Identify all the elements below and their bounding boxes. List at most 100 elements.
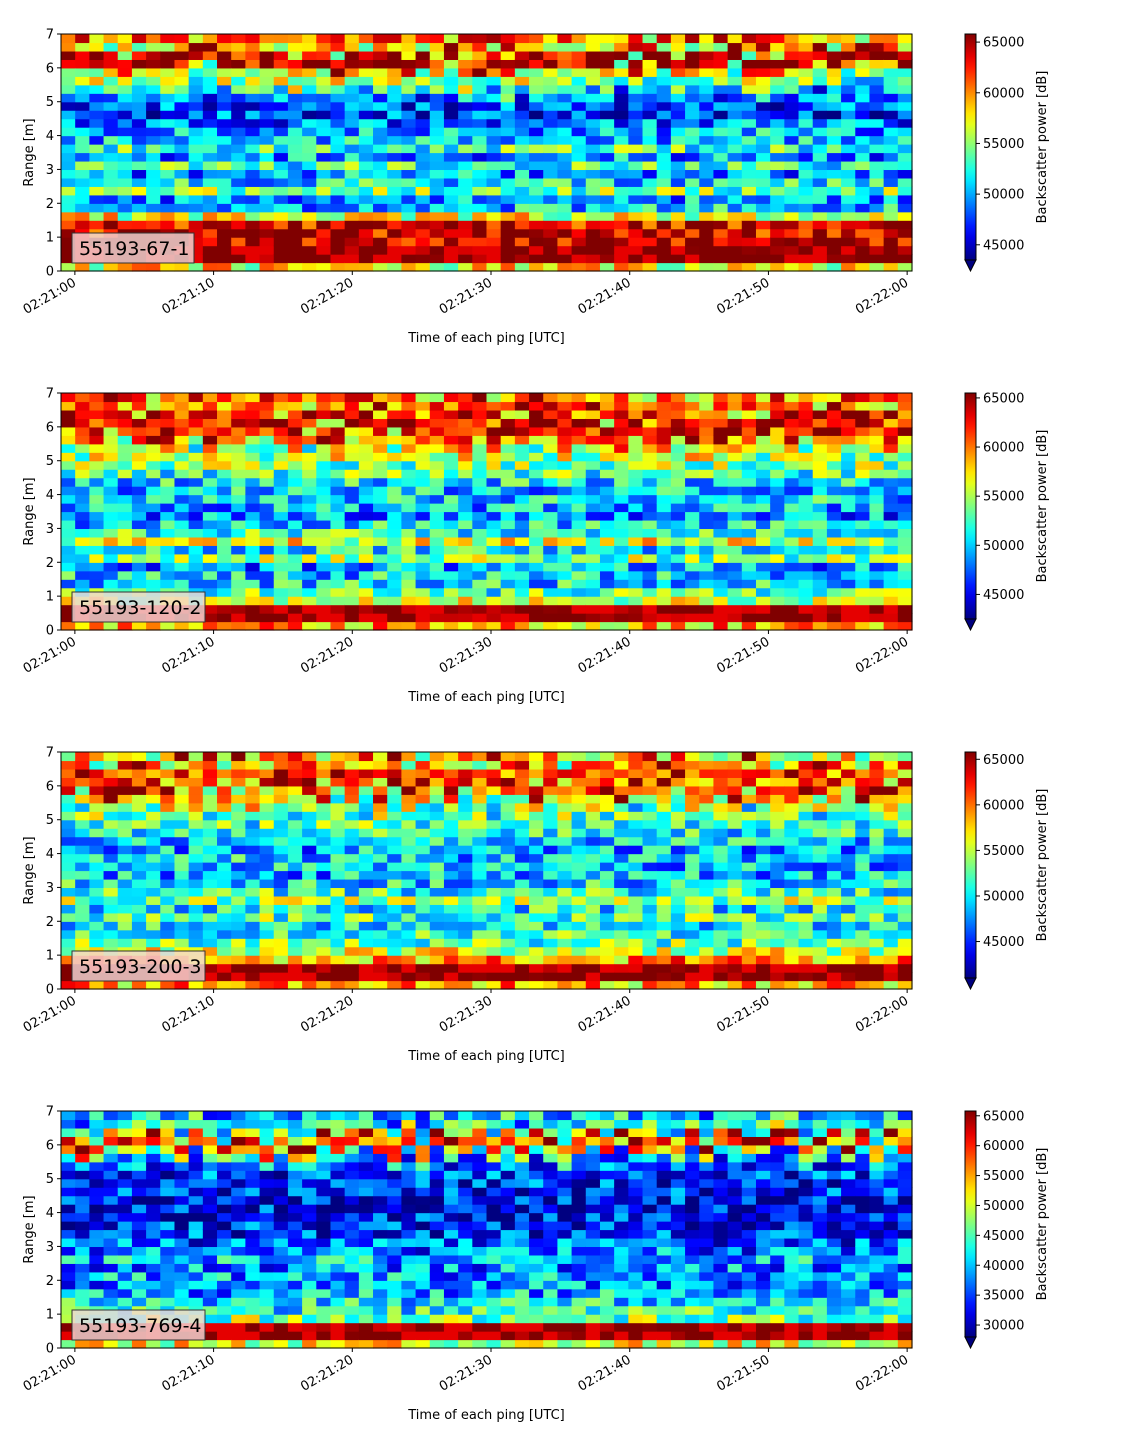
axes-frame <box>60 392 913 631</box>
y-tick-label: 5 <box>46 95 54 110</box>
x-tick-label: 02:22:00 <box>853 1352 911 1394</box>
y-axis-label: Range [m] <box>22 836 37 904</box>
x-axis-label: Time of each ping [UTC] <box>407 1049 565 1064</box>
heatmap-cells <box>61 393 913 631</box>
y-tick-label: 0 <box>46 624 54 639</box>
panel-label-box <box>71 1309 206 1341</box>
y-axis-label: Range [m] <box>22 1195 37 1263</box>
colorbar-extend-arrow <box>964 259 977 273</box>
colorbar-tick-label: 60000 <box>983 441 1024 456</box>
colorbar-tick-label: 50000 <box>983 539 1024 554</box>
colorbar: 45000 50000 55000 60000 65000 Backscatter pow… <box>964 33 1050 273</box>
colorbar-tick-label: 45000 <box>983 1229 1024 1244</box>
x-tick-label: 02:21:40 <box>576 993 634 1035</box>
y-tick-label: 3 <box>46 522 54 537</box>
colorbar-tick-label: 55000 <box>983 1169 1024 1184</box>
colorbar-tick-label: 60000 <box>983 798 1024 813</box>
x-tick-label: 02:21:10 <box>160 1352 218 1394</box>
colorbar-gradient <box>964 392 977 620</box>
y-tick-label: 4 <box>46 1206 54 1221</box>
axes-frame <box>60 1110 913 1349</box>
panel-label: 55193-769-4 <box>79 1315 202 1337</box>
x-tick-label: 02:21:20 <box>298 634 356 676</box>
colorbar-extend-arrow <box>964 618 977 632</box>
colorbar-label: Backscatter power [dB] <box>1035 789 1050 942</box>
x-tick-label: 02:21:30 <box>437 993 495 1035</box>
colorbar-tick-label: 55000 <box>983 844 1024 859</box>
x-tick-label: 02:21:50 <box>714 1352 772 1394</box>
echogram-panel-1: 0 1 2 3 4 5 6 7 02:21:00 02:21:10 02:21:20 02:21:30… <box>21 28 1050 347</box>
colorbar-tick-label: 45000 <box>983 238 1024 253</box>
colorbar-tick-label: 45000 <box>983 588 1024 603</box>
colorbar-tick-label: 60000 <box>983 1139 1024 1154</box>
y-tick-label: 0 <box>46 983 54 998</box>
colorbar: 45000 50000 55000 60000 65000 Backscatter pow… <box>964 751 1050 991</box>
x-tick-label: 02:21:00 <box>21 634 79 676</box>
y-tick-label: 0 <box>46 1342 54 1357</box>
colorbar-label: Backscatter power [dB] <box>1035 1148 1050 1301</box>
y-tick-label: 5 <box>46 454 54 469</box>
y-tick-label: 7 <box>46 1105 54 1120</box>
y-tick-label: 7 <box>46 387 54 402</box>
y-tick-label: 2 <box>46 556 54 571</box>
x-tick-label: 02:21:50 <box>714 993 772 1035</box>
y-tick-label: 6 <box>46 420 54 435</box>
y-tick-label: 0 <box>46 265 54 280</box>
panel-label-box <box>71 950 206 982</box>
colorbar-tick-label: 30000 <box>983 1319 1024 1334</box>
x-tick-label: 02:21:20 <box>298 275 356 317</box>
colorbar-gradient <box>964 751 977 979</box>
y-tick-label: 2 <box>46 915 54 930</box>
colorbar-tick-label: 60000 <box>983 86 1024 101</box>
y-tick-label: 6 <box>46 779 54 794</box>
y-tick-label: 6 <box>46 1138 54 1153</box>
x-axis-label: Time of each ping [UTC] <box>407 1408 565 1423</box>
x-tick-label: 02:21:40 <box>576 1352 634 1394</box>
echogram-panel-2: 0 1 2 3 4 5 6 7 02:21:00 02:21:10 02:21:20 02:21:30… <box>21 387 1050 706</box>
x-tick-label: 02:21:10 <box>160 275 218 317</box>
panel-label-box <box>71 232 195 264</box>
x-tick-label: 02:21:30 <box>437 634 495 676</box>
x-tick-label: 02:22:00 <box>853 275 911 317</box>
axes-frame <box>60 751 913 990</box>
axes-frame <box>60 33 913 272</box>
x-tick-label: 02:21:20 <box>298 993 356 1035</box>
panel-label: 55193-120-2 <box>79 597 202 619</box>
y-tick-label: 4 <box>46 129 54 144</box>
y-tick-label: 1 <box>46 1308 54 1323</box>
y-tick-label: 1 <box>46 231 54 246</box>
colorbar-tick-label: 50000 <box>983 1199 1024 1214</box>
x-tick-label: 02:21:10 <box>160 634 218 676</box>
echogram-panel-3: 0 1 2 3 4 5 6 7 02:21:00 02:21:10 02:21:20 02:21:30… <box>21 746 1050 1065</box>
x-tick-label: 02:21:30 <box>437 1352 495 1394</box>
y-tick-label: 2 <box>46 1274 54 1289</box>
y-axis-label: Range [m] <box>22 118 37 186</box>
y-tick-label: 4 <box>46 847 54 862</box>
y-tick-label: 3 <box>46 1240 54 1255</box>
y-tick-label: 4 <box>46 488 54 503</box>
y-tick-label: 7 <box>46 28 54 43</box>
colorbar-tick-label: 40000 <box>983 1259 1024 1274</box>
colorbar-tick-label: 50000 <box>983 889 1024 904</box>
colorbar-tick-label: 65000 <box>983 1109 1024 1124</box>
colorbar-gradient <box>964 1110 977 1338</box>
x-axis-label: Time of each ping [UTC] <box>407 690 565 705</box>
y-tick-label: 5 <box>46 813 54 828</box>
x-tick-label: 02:22:00 <box>853 634 911 676</box>
y-tick-label: 6 <box>46 61 54 76</box>
colorbar-label: Backscatter power [dB] <box>1035 71 1050 224</box>
colorbar: 45000 50000 55000 60000 65000 Backscatter pow… <box>964 391 1050 632</box>
echogram-panel-4: 0 1 2 3 4 5 6 7 02:21:00 02:21:10 02:21:20 02:21:30… <box>21 1105 1050 1424</box>
y-tick-label: 5 <box>46 1172 54 1187</box>
x-tick-label: 02:21:30 <box>437 275 495 317</box>
colorbar-gradient <box>964 33 977 261</box>
colorbar-tick-label: 55000 <box>983 137 1024 152</box>
x-tick-label: 02:21:40 <box>576 275 634 317</box>
colorbar-tick-label: 65000 <box>983 391 1024 406</box>
colorbar-tick-label: 65000 <box>983 753 1024 768</box>
colorbar: 30000 35000 40000 45000 50000 55000 60000 65000… <box>964 1109 1050 1350</box>
y-tick-label: 1 <box>46 949 54 964</box>
colorbar-extend-arrow <box>964 977 977 991</box>
x-tick-label: 02:21:00 <box>21 1352 79 1394</box>
